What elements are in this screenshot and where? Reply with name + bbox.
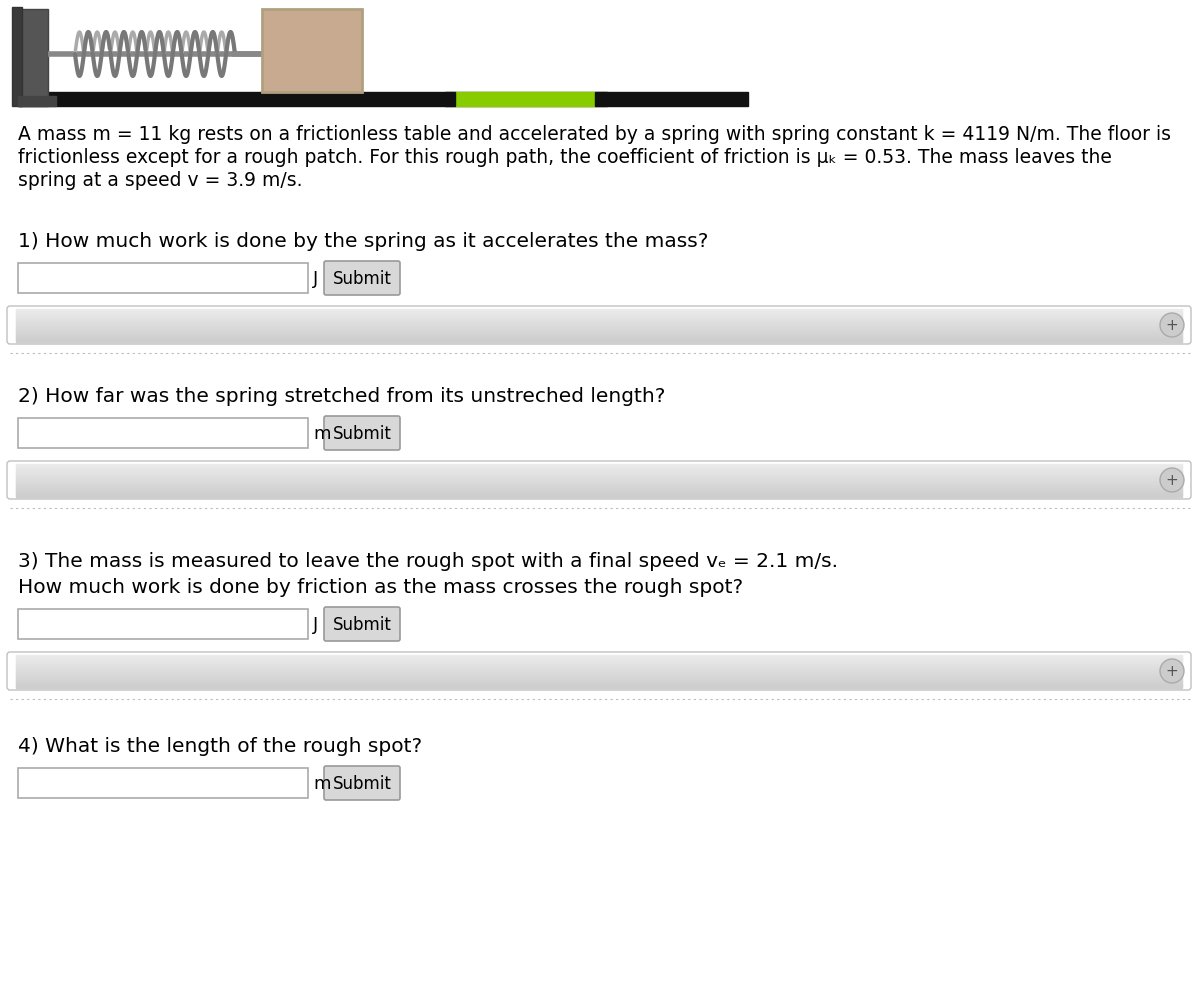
Bar — [16, 672, 1182, 675]
Bar — [16, 471, 1182, 473]
FancyBboxPatch shape — [324, 607, 400, 641]
Bar — [16, 466, 1182, 468]
Text: 1) How much work is done by the spring as it accelerates the mass?: 1) How much work is done by the spring a… — [18, 232, 708, 250]
Bar — [16, 484, 1182, 486]
Bar — [16, 477, 1182, 479]
Bar — [16, 332, 1182, 334]
Bar — [16, 469, 1182, 471]
Bar — [16, 310, 1182, 312]
Text: 2) How far was the spring stretched from its unstreched length?: 2) How far was the spring stretched from… — [18, 387, 665, 405]
Bar — [16, 495, 1182, 497]
Text: Submit: Submit — [332, 615, 391, 633]
Bar — [16, 479, 1182, 481]
FancyBboxPatch shape — [18, 419, 308, 449]
Bar — [16, 333, 1182, 336]
Bar — [262, 10, 362, 93]
Bar — [16, 662, 1182, 664]
Bar — [16, 480, 1182, 482]
Circle shape — [1160, 660, 1184, 683]
Bar — [16, 319, 1182, 321]
Bar — [16, 685, 1182, 688]
Bar — [16, 681, 1182, 683]
Bar — [16, 467, 1182, 469]
Text: J: J — [313, 270, 318, 288]
Bar — [16, 327, 1182, 329]
Bar — [16, 657, 1182, 659]
Bar — [16, 320, 1182, 323]
Bar — [16, 330, 1182, 332]
Bar — [16, 665, 1182, 667]
Text: Submit: Submit — [332, 425, 391, 443]
FancyBboxPatch shape — [324, 261, 400, 296]
Circle shape — [1160, 314, 1184, 337]
Circle shape — [1160, 468, 1184, 492]
Bar — [16, 674, 1182, 676]
Text: +: + — [1165, 664, 1178, 678]
Bar — [16, 312, 1182, 314]
Bar — [16, 472, 1182, 474]
FancyBboxPatch shape — [324, 416, 400, 451]
Bar — [16, 482, 1182, 484]
Bar — [16, 671, 1182, 673]
Bar — [16, 474, 1182, 476]
Text: +: + — [1165, 473, 1178, 488]
Bar — [16, 669, 1182, 671]
Bar — [18, 10, 48, 106]
Bar — [16, 313, 1182, 315]
Text: spring at a speed v = 3.9 m/s.: spring at a speed v = 3.9 m/s. — [18, 171, 302, 190]
Bar — [18, 93, 748, 106]
FancyBboxPatch shape — [18, 263, 308, 294]
Bar — [16, 315, 1182, 317]
Bar — [16, 679, 1182, 681]
Bar — [16, 338, 1182, 340]
Bar — [16, 659, 1182, 661]
Bar — [16, 337, 1182, 339]
Text: 4) What is the length of the rough spot?: 4) What is the length of the rough spot? — [18, 737, 422, 755]
Bar — [16, 493, 1182, 495]
Bar — [16, 684, 1182, 686]
Bar — [16, 656, 1182, 658]
Bar — [16, 335, 1182, 337]
Text: +: + — [1165, 318, 1178, 333]
Bar — [16, 488, 1182, 491]
Bar — [16, 340, 1182, 342]
Bar — [16, 664, 1182, 666]
Bar — [595, 93, 607, 106]
Bar — [16, 661, 1182, 663]
Bar — [16, 677, 1182, 679]
Text: J: J — [313, 615, 318, 633]
Bar — [16, 464, 1182, 466]
Bar — [16, 490, 1182, 492]
Bar — [16, 322, 1182, 324]
Bar — [16, 487, 1182, 489]
Text: m: m — [313, 774, 330, 792]
Bar — [445, 93, 455, 106]
Text: frictionless except for a rough patch. For this rough path, the coefficient of f: frictionless except for a rough patch. F… — [18, 148, 1112, 167]
FancyBboxPatch shape — [18, 609, 308, 639]
Bar — [16, 485, 1182, 487]
FancyBboxPatch shape — [324, 766, 400, 801]
Bar — [16, 317, 1182, 319]
Text: Submit: Submit — [332, 774, 391, 792]
Bar — [16, 492, 1182, 494]
Bar — [16, 667, 1182, 669]
Bar — [16, 682, 1182, 684]
Bar — [16, 329, 1182, 331]
Bar — [455, 93, 595, 106]
Text: Submit: Submit — [332, 270, 391, 288]
Text: How much work is done by friction as the mass crosses the rough spot?: How much work is done by friction as the… — [18, 578, 743, 597]
Bar — [16, 475, 1182, 478]
Bar — [16, 317, 1182, 318]
Bar — [16, 325, 1182, 327]
Bar — [16, 676, 1182, 678]
Bar — [18, 97, 56, 106]
Text: A mass m = 11 kg rests on a frictionless table and accelerated by a spring with : A mass m = 11 kg rests on a frictionless… — [18, 125, 1171, 144]
Bar — [16, 324, 1182, 326]
Text: 3) The mass is measured to leave the rough spot with a final speed vₑ = 2.1 m/s.: 3) The mass is measured to leave the rou… — [18, 551, 838, 571]
Text: m: m — [313, 425, 330, 443]
Bar — [12, 8, 22, 106]
Bar — [16, 669, 1182, 670]
FancyBboxPatch shape — [18, 768, 308, 799]
